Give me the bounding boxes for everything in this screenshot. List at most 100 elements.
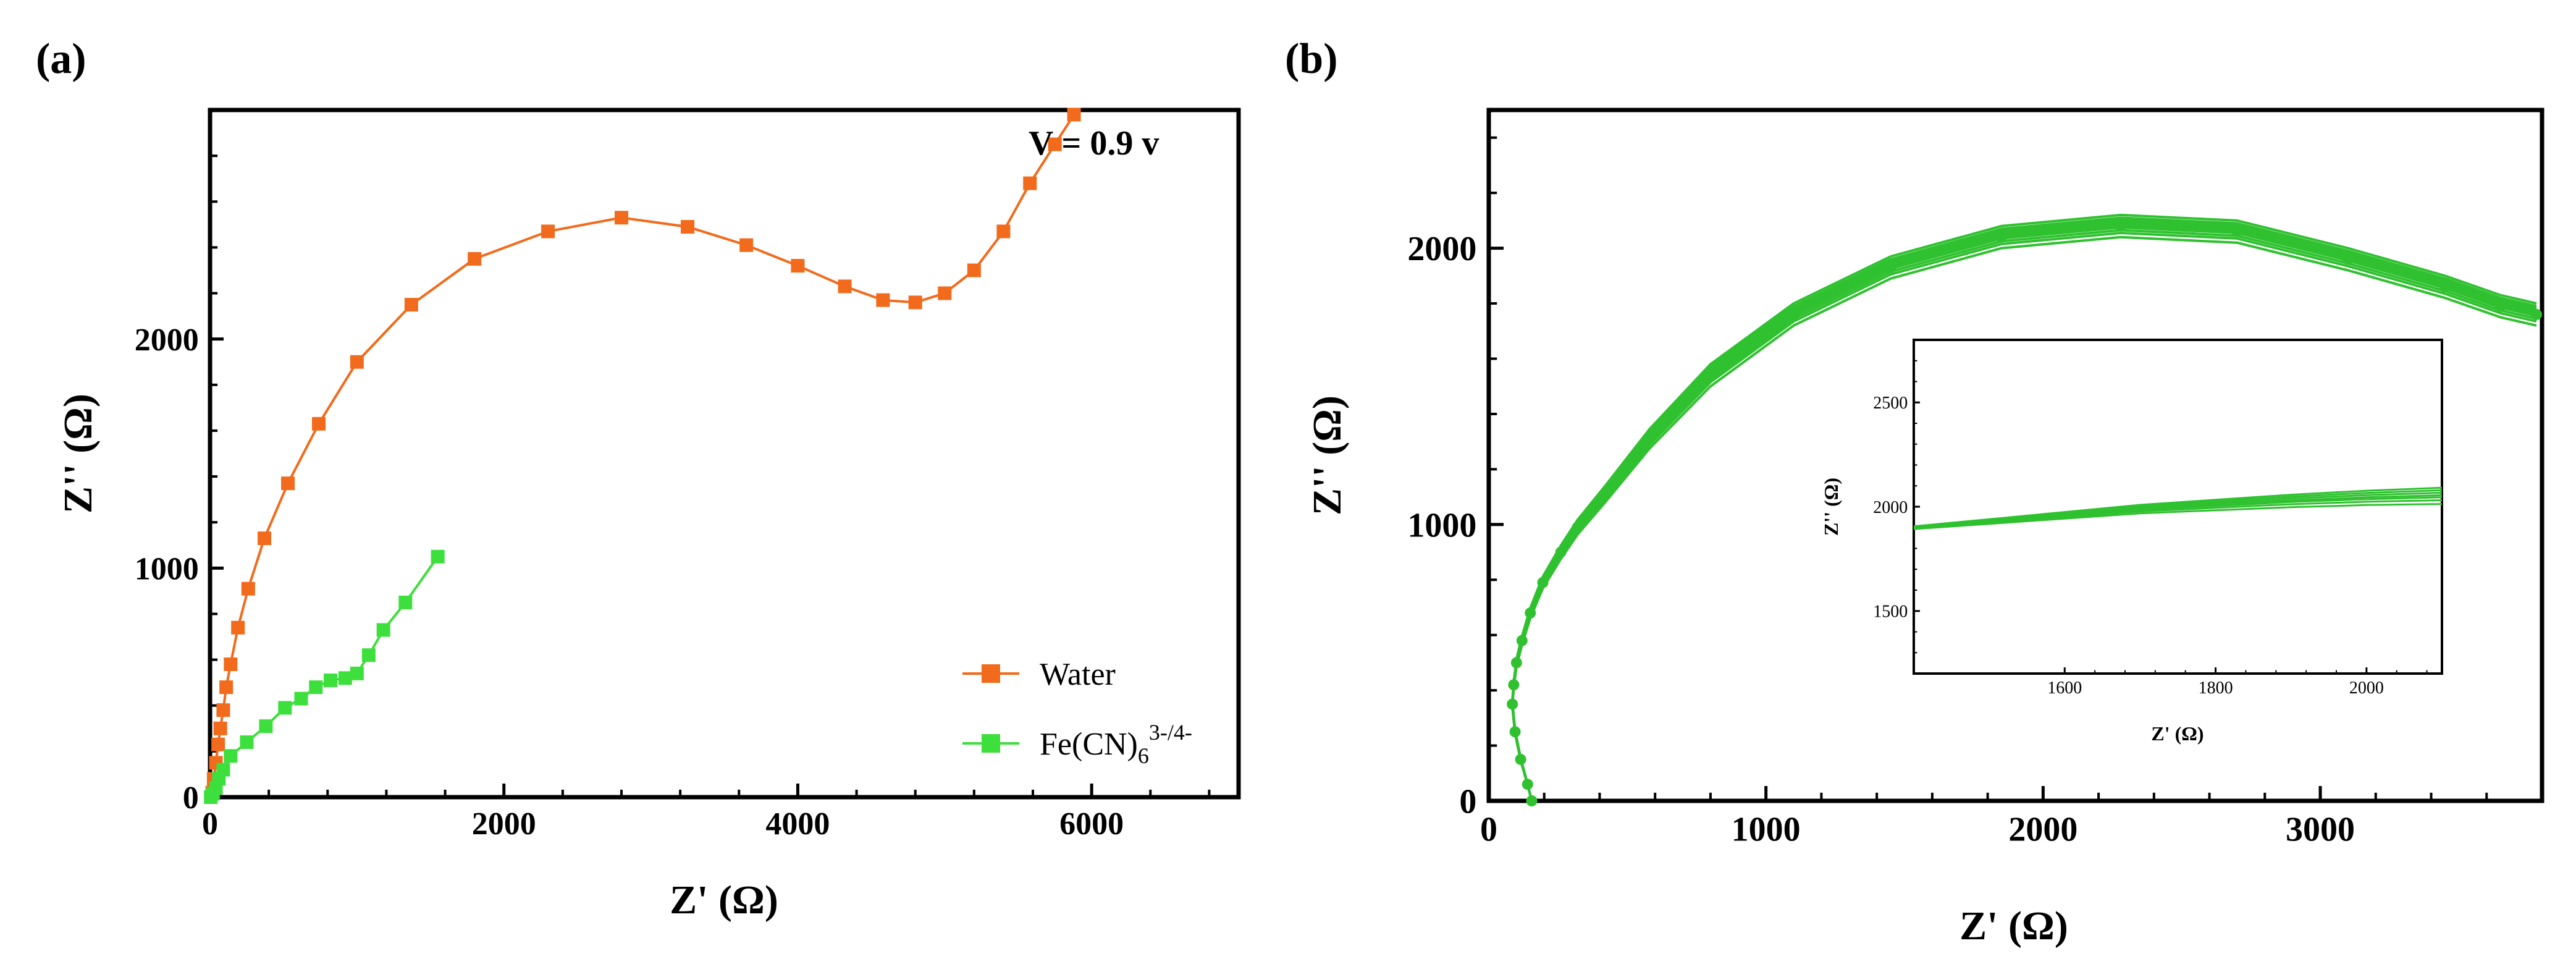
series-water-point bbox=[615, 211, 628, 225]
cycle-point bbox=[1572, 522, 1583, 533]
series-water-point bbox=[213, 721, 227, 735]
b-xtick-label: 2000 bbox=[2008, 810, 2077, 848]
cycle-point bbox=[1508, 679, 1520, 691]
b-xtick-label: 0 bbox=[1480, 810, 1497, 848]
a-ytick-label: 0 bbox=[183, 780, 199, 816]
a-xtick-label: 0 bbox=[202, 806, 218, 842]
a-xtick-label: 6000 bbox=[1059, 806, 1124, 842]
series-fecn-point bbox=[216, 763, 230, 777]
inset-xtick-label: 1800 bbox=[2199, 679, 2233, 698]
series-fecn-point bbox=[398, 595, 413, 609]
series-water-point bbox=[838, 279, 852, 294]
cycle-point bbox=[2531, 308, 2543, 320]
b-xtick-label: 1000 bbox=[1732, 810, 1801, 848]
series-water-point bbox=[791, 259, 805, 273]
chart-a-tick-labels: 0 2000 4000 6000 0 1000 2000 bbox=[135, 323, 1124, 842]
cycle-point bbox=[1510, 657, 1522, 669]
inset-xtick-label: 1600 bbox=[2047, 679, 2082, 698]
series-fecn-point bbox=[224, 749, 238, 763]
cycle-point bbox=[2439, 281, 2451, 293]
b-ytick-label: 2000 bbox=[1407, 230, 1476, 268]
cycle-point bbox=[1526, 795, 1538, 806]
series-water-point bbox=[224, 657, 238, 672]
cycle-point bbox=[1516, 635, 1528, 646]
series-water-point bbox=[1067, 108, 1081, 122]
legend-fecn-base: Fe(CN) bbox=[1040, 727, 1138, 762]
chart-b-ylabel: Z'' (Ω) bbox=[1305, 395, 1350, 515]
series-fecn-point bbox=[338, 671, 352, 685]
inset-xtick-label: 2000 bbox=[2349, 679, 2384, 698]
legend-water-marker bbox=[982, 664, 1000, 683]
cycle-point bbox=[1996, 231, 2008, 243]
series-water-point bbox=[231, 620, 245, 635]
series-water-point bbox=[681, 220, 695, 234]
b-ytick-label: 0 bbox=[1459, 783, 1476, 821]
chart-a-frame bbox=[208, 108, 1241, 800]
series-water-point bbox=[312, 416, 326, 431]
series-water-point bbox=[876, 293, 890, 307]
chart-b-series bbox=[1507, 213, 2543, 806]
series-fecn-point bbox=[324, 673, 338, 687]
inset-series bbox=[1913, 486, 2443, 530]
series-water-point bbox=[541, 224, 555, 239]
b-xtick-label: 3000 bbox=[2286, 810, 2355, 848]
a-xtick-label: 2000 bbox=[472, 806, 536, 842]
chart-b-inset: 1600 1800 2000 1500 2000 2500 Z' (Ω) Z'' (Ω) bbox=[1820, 339, 2443, 745]
series-water-point bbox=[1048, 137, 1062, 151]
inset-ytick-label: 2000 bbox=[1873, 498, 1908, 517]
panel-b-label: (b) bbox=[1285, 35, 1338, 83]
series-fecn-point bbox=[240, 735, 254, 750]
cycle-point bbox=[1885, 261, 1896, 273]
chart-b-frame bbox=[1486, 108, 2544, 803]
series-water-point bbox=[216, 703, 230, 717]
series-water-point bbox=[350, 355, 364, 369]
cycle-point bbox=[2115, 220, 2126, 232]
series-fecn-point bbox=[309, 680, 323, 695]
a-ytick-label: 1000 bbox=[135, 552, 199, 587]
chart-a-legend: Water Fe(CN)63-/4- bbox=[962, 657, 1192, 768]
cycle-point bbox=[1644, 433, 1656, 445]
inset-tick-labels: 1600 1800 2000 1500 2000 2500 bbox=[1873, 394, 2384, 698]
legend-water-label: Water bbox=[1040, 657, 1116, 692]
chart-b-xlabel: Z' (Ω) bbox=[1959, 903, 2068, 949]
series-water-point bbox=[468, 252, 482, 266]
legend-fecn-superscript: 3-/4- bbox=[1149, 720, 1192, 745]
chart-a-series bbox=[204, 108, 1081, 804]
series-water-point bbox=[211, 737, 225, 751]
series-water-point bbox=[241, 581, 255, 596]
series-fecn-point bbox=[350, 666, 364, 680]
series-water-point bbox=[281, 476, 295, 491]
series-water-point bbox=[219, 680, 234, 695]
cycle-point bbox=[2342, 253, 2354, 265]
cycle-point bbox=[2231, 226, 2243, 237]
series-water-point bbox=[739, 238, 754, 252]
legend-fecn-subscript: 6 bbox=[1138, 743, 1149, 768]
cycle-point bbox=[2494, 300, 2506, 312]
series-fecn-point bbox=[361, 648, 376, 662]
cycle-point bbox=[1509, 726, 1521, 738]
chart-a-xlabel: Z' (Ω) bbox=[670, 877, 778, 923]
cycle-point bbox=[1525, 607, 1536, 619]
cycle-point bbox=[1522, 779, 1533, 790]
inset-ytick-label: 1500 bbox=[1873, 602, 1908, 622]
series-water-point bbox=[404, 298, 418, 312]
series-fecn-point bbox=[259, 719, 273, 734]
cycle-point bbox=[1788, 308, 1799, 320]
series-fecn-point bbox=[294, 691, 308, 706]
series-fecn-point bbox=[376, 623, 390, 637]
series-water-point bbox=[967, 263, 981, 277]
legend-fecn-marker bbox=[982, 734, 1000, 753]
series-water-point bbox=[258, 531, 272, 546]
panel-a-label: (a) bbox=[36, 35, 86, 83]
chart-a-ticks bbox=[208, 109, 1211, 799]
chart-a-ylabel: Z'' (Ω) bbox=[56, 394, 101, 514]
series-water-point bbox=[1023, 176, 1037, 190]
inset-ticks bbox=[1914, 339, 2428, 674]
legend-fecn-label: Fe(CN)63-/4- bbox=[1040, 720, 1192, 768]
series-water-point bbox=[938, 286, 952, 300]
series-water-point bbox=[996, 224, 1011, 239]
inset-cycle-line bbox=[1913, 503, 2443, 530]
chart-b-ticks bbox=[1487, 136, 2543, 803]
